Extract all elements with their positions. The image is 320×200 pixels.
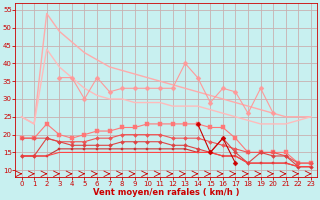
X-axis label: Vent moyen/en rafales ( km/h ): Vent moyen/en rafales ( km/h ) xyxy=(93,188,239,197)
